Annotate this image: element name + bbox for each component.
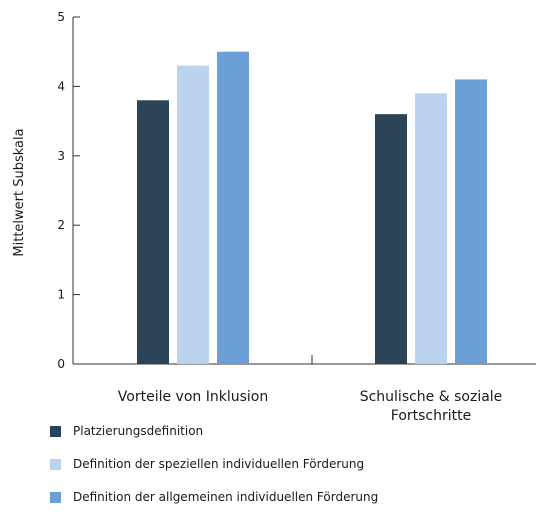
y-tick-label-1: 1 [57,288,65,302]
x-category-label-0-line0: Vorteile von Inklusion [118,389,268,405]
chart-legend: Platzierungsdefinition Definition der sp… [50,423,378,522]
legend-swatch-platzierungsdefinition [50,425,61,437]
bar-chart: 0 1 2 3 4 5 Mittelwert Subskala Vorteile von In… [12,10,536,424]
legend-label-spezielle-foerderung: Definition der speziellen individuellen … [73,457,365,471]
y-axis-label: Mittelwert Subskala [12,128,27,256]
legend-swatch-allgemeine-foerderung [50,491,61,503]
bar-cat0-series0 [137,100,169,364]
legend-item-allgemeine-foerderung: Definition der allgemeinen individuellen… [50,489,378,505]
bar-cat0-series1 [177,65,209,364]
legend-label-platzierungsdefinition: Platzierungsdefinition [73,424,204,438]
y-tick-label-5: 5 [57,10,65,24]
bar-cat1-series0 [375,114,407,364]
y-tick-label-3: 3 [57,149,65,163]
y-tick-label-4: 4 [57,79,65,93]
legend-label-allgemeine-foerderung: Definition der allgemeinen individuellen… [73,490,379,504]
legend-item-spezielle-foerderung: Definition der speziellen individuellen … [50,456,378,472]
y-tick-label-2: 2 [57,218,65,232]
bar-cat1-series2 [455,79,487,365]
x-category-label-1-line0: Schulische & soziale [360,389,503,405]
y-tick-label-0: 0 [57,357,65,371]
bar-cat0-series2 [217,51,249,364]
bar-cat1-series1 [415,93,447,364]
legend-swatch-spezielle-foerderung [50,458,61,470]
legend-item-platzierungsdefinition: Platzierungsdefinition [50,423,378,439]
x-category-label-1-line1: Fortschritte [391,408,471,424]
